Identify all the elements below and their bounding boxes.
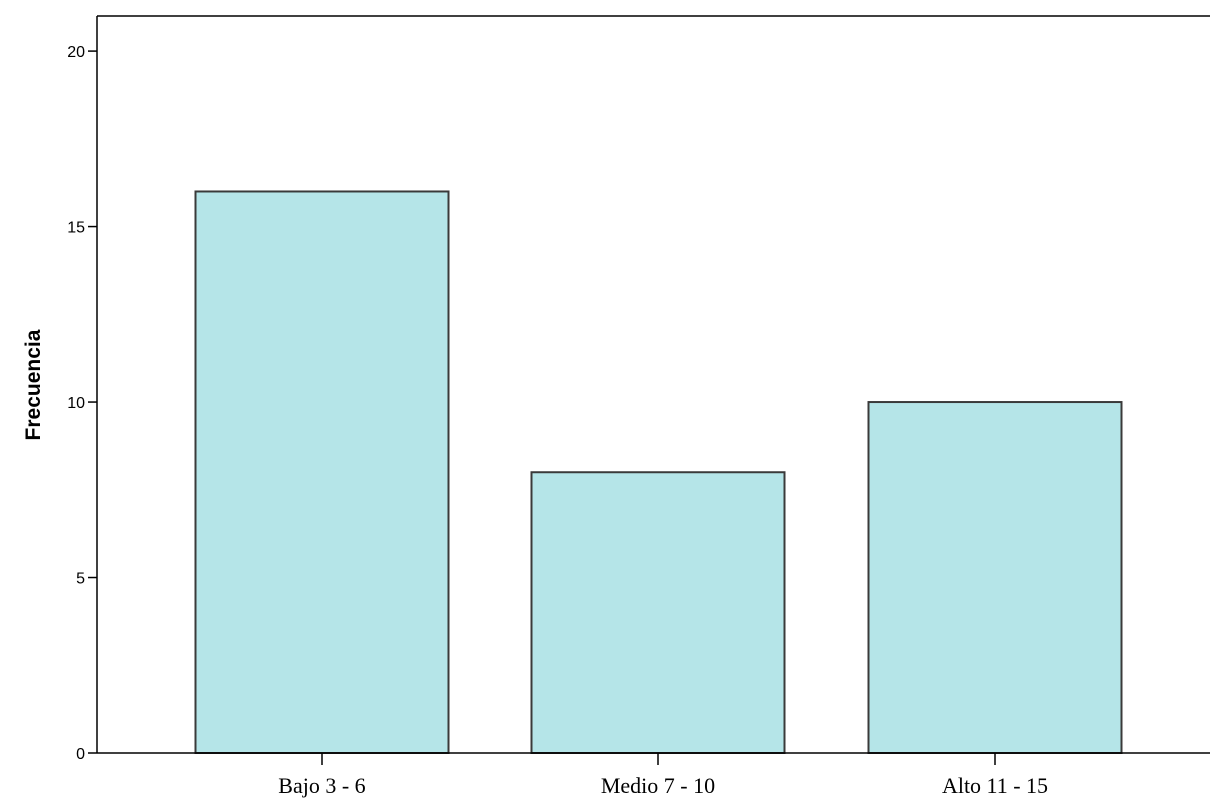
y-tick-label: 10 bbox=[67, 395, 85, 412]
y-tick-label: 0 bbox=[76, 746, 85, 763]
bar-2 bbox=[530, 471, 786, 754]
x-tick-label: Bajo 3 - 6 bbox=[278, 773, 365, 798]
x-tick-label: Medio 7 - 10 bbox=[601, 773, 715, 798]
x-ticks-layer: Bajo 3 - 6 Medio 7 - 10 Alto 11 - 15 bbox=[278, 753, 1048, 798]
y-tick-label: 20 bbox=[67, 44, 85, 61]
bar-1 bbox=[194, 190, 450, 754]
axes-layer bbox=[96, 15, 1210, 754]
bar-3 bbox=[867, 401, 1123, 754]
y-tick-label: 15 bbox=[67, 220, 85, 237]
y-ticks-layer: 0 5 10 15 20 bbox=[67, 44, 97, 763]
bars-layer bbox=[194, 190, 1123, 754]
y-tick-label: 5 bbox=[76, 571, 85, 588]
y-axis-label: Frecuencia bbox=[22, 329, 45, 440]
x-tick-label: Alto 11 - 15 bbox=[942, 773, 1048, 798]
